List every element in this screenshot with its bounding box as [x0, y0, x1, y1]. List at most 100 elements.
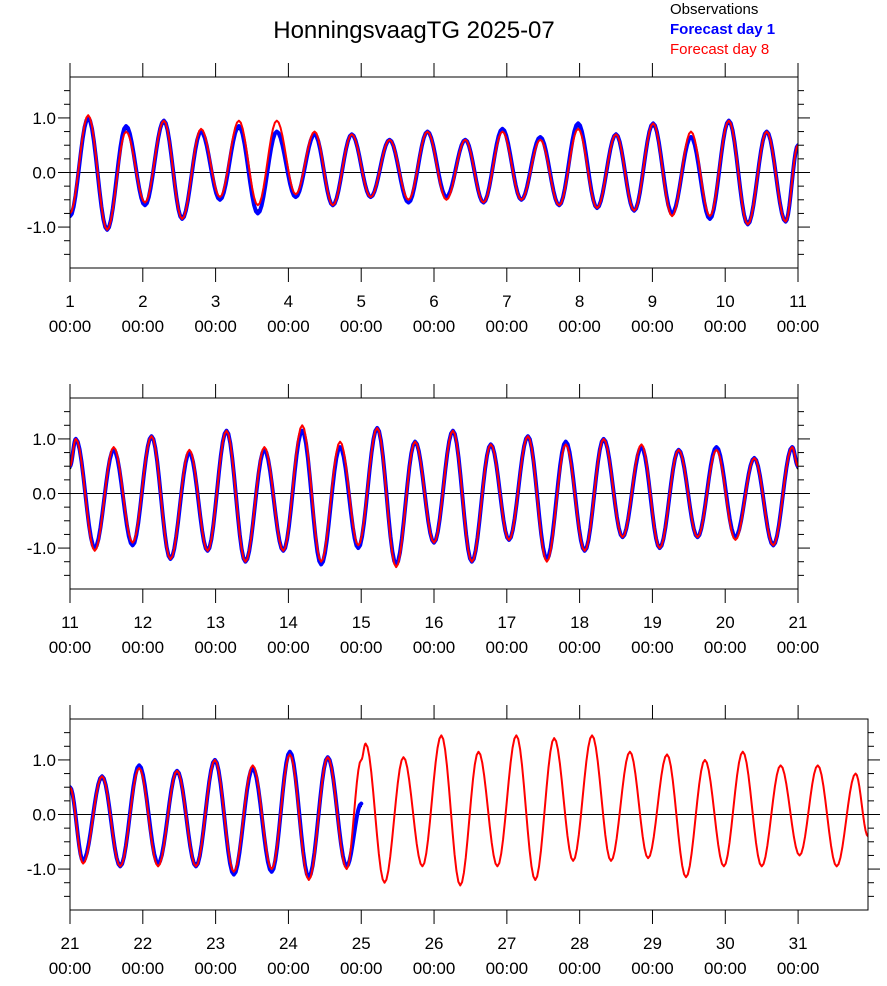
x-tick-label: 26 00:00 — [413, 934, 456, 978]
plot-frame — [69, 718, 869, 911]
x-tick-label-line: 00:00 — [49, 638, 92, 657]
x-tick-label-line: 4 — [284, 292, 293, 311]
x-tick-label-line: 00:00 — [122, 317, 165, 336]
x-tick-label-line: 11 — [61, 613, 79, 632]
x-tick-label-line: 00:00 — [777, 638, 820, 657]
x-tick-label-line: 15 — [352, 613, 371, 632]
y-tick-label: 1.0 — [32, 430, 56, 449]
x-tick-label-line: 8 — [575, 292, 584, 311]
x-tick-label-line: 00:00 — [413, 959, 456, 978]
x-tick-label-line: 9 — [648, 292, 657, 311]
x-tick-label-line: 24 — [279, 934, 298, 953]
x-tick-label-line: 00:00 — [631, 959, 674, 978]
x-tick-label-line: 00:00 — [49, 317, 92, 336]
legend-entry: Observations — [670, 1, 758, 18]
x-tick-label-line: 2 — [138, 292, 147, 311]
x-tick-label-line: 00:00 — [122, 959, 165, 978]
x-tick-label-line: 12 — [133, 613, 152, 632]
x-tick-label-line: 13 — [206, 613, 225, 632]
y-tick-label: 0.0 — [32, 485, 56, 504]
x-tick-label-line: 00:00 — [631, 638, 674, 657]
x-tick-label-line: 00:00 — [777, 959, 820, 978]
x-tick-label-line: 00:00 — [558, 317, 601, 336]
x-tick-label-line: 17 — [497, 613, 516, 632]
x-tick-label-line: 18 — [570, 613, 589, 632]
plot-area — [70, 114, 798, 232]
x-tick-label: 3 00:00 — [194, 292, 237, 336]
x-tick-label: 21 00:00 — [777, 613, 820, 657]
x-tick-label-line: 00:00 — [704, 959, 747, 978]
x-tick-label: 16 00:00 — [413, 613, 456, 657]
x-tick-label: 8 00:00 — [558, 292, 601, 336]
x-tick-label: 11 00:00 — [49, 613, 92, 657]
x-tick-label: 2 00:00 — [122, 292, 165, 336]
x-tick-label-line: 19 — [643, 613, 662, 632]
x-tick-label: 25 00:00 — [340, 934, 383, 978]
x-tick-label-line: 00:00 — [704, 317, 747, 336]
x-tick-label: 6 00:00 — [413, 292, 456, 336]
x-tick-label-line: 28 — [570, 934, 589, 953]
x-tick-label-line: 23 — [206, 934, 225, 953]
series-line — [70, 734, 868, 887]
x-tick-label-line: 16 — [425, 613, 444, 632]
x-tick-label-line: 14 — [279, 613, 298, 632]
y-tick-label: -1.0 — [27, 860, 56, 879]
x-tick-label-line: 11 — [789, 292, 807, 311]
x-tick-label-line: 00:00 — [558, 638, 601, 657]
x-tick-label-line: 00:00 — [267, 638, 310, 657]
series-line — [70, 424, 798, 569]
x-tick-label: 1 00:00 — [49, 292, 92, 336]
x-tick-label: 5 00:00 — [340, 292, 383, 336]
x-tick-label: 17 00:00 — [486, 613, 529, 657]
y-tick-label: -1.0 — [27, 218, 56, 237]
legend-entry: Forecast day 8 — [670, 41, 769, 58]
x-tick-label: 22 00:00 — [122, 934, 165, 978]
x-tick-label-line: 7 — [502, 292, 511, 311]
chart-title: HonningsvaagTG 2025-07 — [273, 17, 555, 44]
x-tick-label-line: 31 — [789, 934, 808, 953]
plot-area — [70, 424, 798, 569]
x-tick-label-line: 00:00 — [194, 959, 237, 978]
x-tick-label-line: 00:00 — [340, 638, 383, 657]
x-tick-label: 19 00:00 — [631, 613, 674, 657]
x-tick-label-line: 00:00 — [558, 959, 601, 978]
x-tick-label-line: 6 — [429, 292, 438, 311]
x-tick-label-line: 5 — [356, 292, 365, 311]
x-tick-label: 21 00:00 — [49, 934, 92, 978]
plot-frame — [69, 76, 799, 269]
x-tick-label-line: 00:00 — [194, 317, 237, 336]
x-tick-label-line: 00:00 — [340, 317, 383, 336]
x-tick-label-line: 29 — [643, 934, 662, 953]
x-tick-label-line: 00:00 — [486, 959, 529, 978]
x-tick-label-line: 00:00 — [777, 317, 820, 336]
x-tick-label: 28 00:00 — [558, 934, 601, 978]
x-tick-label-line: 00:00 — [486, 638, 529, 657]
x-tick-label-line: 30 — [716, 934, 735, 953]
x-tick-label: 7 00:00 — [486, 292, 529, 336]
x-tick-label: 18 00:00 — [558, 613, 601, 657]
x-tick-label-line: 00:00 — [267, 959, 310, 978]
x-tick-label: 4 00:00 — [267, 292, 310, 336]
plot-frame — [69, 397, 799, 590]
x-tick-label: 11 00:00 — [777, 292, 820, 336]
legend-entry: Forecast day 1 — [670, 21, 775, 38]
x-tick-label-line: 27 — [497, 934, 516, 953]
x-tick-label: 31 00:00 — [777, 934, 820, 978]
x-tick-label-line: 00:00 — [704, 638, 747, 657]
x-tick-label-line: 00:00 — [340, 959, 383, 978]
x-tick-label-line: 00:00 — [413, 638, 456, 657]
y-tick-label: -1.0 — [27, 539, 56, 558]
x-tick-label: 24 00:00 — [267, 934, 310, 978]
x-tick-label: 29 00:00 — [631, 934, 674, 978]
y-tick-label: 0.0 — [32, 806, 56, 825]
x-tick-label: 10 00:00 — [704, 292, 747, 336]
x-tick-label: 27 00:00 — [486, 934, 529, 978]
x-tick-label-line: 3 — [211, 292, 220, 311]
x-tick-label-line: 00:00 — [267, 317, 310, 336]
series-line — [70, 114, 798, 231]
x-tick-label-line: 00:00 — [194, 638, 237, 657]
x-tick-label-line: 20 — [716, 613, 735, 632]
x-tick-label: 14 00:00 — [267, 613, 310, 657]
